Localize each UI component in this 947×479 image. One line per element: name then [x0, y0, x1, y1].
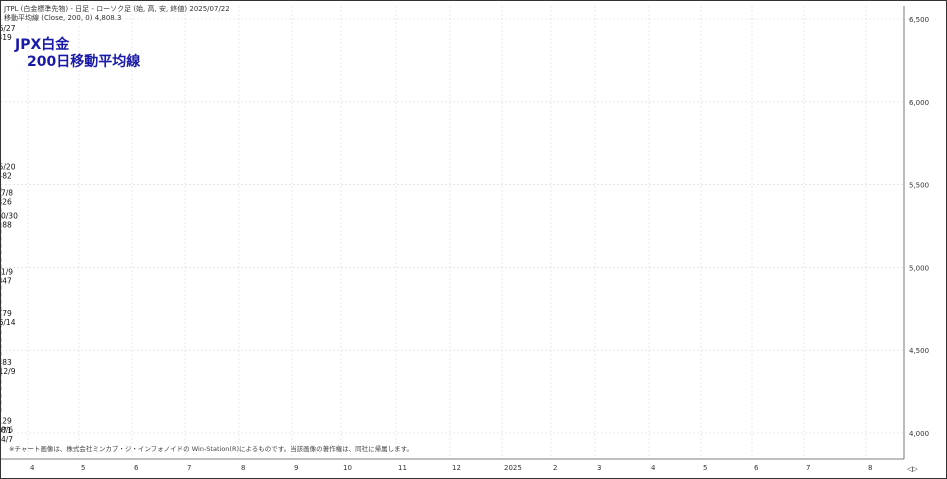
- grid: [1, 6, 904, 459]
- annotation-value: 4,483: [1, 358, 12, 367]
- x-tick-label: 3: [597, 464, 601, 472]
- y-tick-label: 4,500: [909, 347, 929, 355]
- annotation-value: 4,129: [1, 417, 12, 426]
- y-tick-label: 5,500: [909, 182, 929, 190]
- x-tick-label: 12: [452, 464, 461, 472]
- x-tick-label: 9: [294, 464, 298, 472]
- annotation-value: 5,482: [1, 172, 12, 181]
- x-tick-label: 4: [30, 464, 35, 472]
- x-tick-label: 8: [241, 464, 245, 472]
- x-tick-label: 8: [868, 464, 872, 472]
- y-tick-label: 4,000: [909, 430, 929, 438]
- annotation-value: 4,071: [1, 426, 12, 435]
- chart-title-line1: JPX白金: [15, 37, 70, 53]
- annotation-date: 24/12/9: [1, 367, 16, 376]
- x-tick-label: 2: [553, 464, 557, 472]
- x-tick-label: 2025: [504, 464, 522, 472]
- x-tick-label: 10: [343, 464, 352, 472]
- x-tick-label: 4: [651, 464, 656, 472]
- y-tick-label: 6,000: [909, 99, 929, 107]
- x-tick-label: 5: [703, 464, 707, 472]
- x-tick-label: 6: [754, 464, 759, 472]
- annotation-value: 4,779: [1, 309, 12, 318]
- annotation-date: 25/4/7: [1, 435, 13, 444]
- annotation-date: 25/1/9: [1, 268, 13, 277]
- chart-header-instrument: JTPL (白金標準先物) - 日足 - ローソク足 (始, 高, 安, 終値)…: [4, 5, 230, 13]
- scroll-arrows-icon: ◁▷: [907, 465, 918, 473]
- annotation-date: 24/8/6: [1, 426, 13, 435]
- copyright-footnote: ※チャート画像は、株式会社ミンカブ・ジ・インフォノイドの Win-Station…: [9, 445, 414, 453]
- annotation-date: 24/6/14: [1, 318, 16, 327]
- annotation-value: 5,326: [1, 197, 12, 206]
- annotation-value: 5,188: [1, 220, 12, 229]
- annotation-value: 4,847: [1, 277, 12, 286]
- x-tick-label: 11: [398, 464, 407, 472]
- chart-header-ma: 移動平均線 (Close, 200, 0) 4,808.3: [4, 14, 122, 22]
- x-tick-label: 7: [806, 464, 810, 472]
- annotation-date: 24/7/8: [1, 188, 13, 197]
- annotations: 24/5/205,482 4,77924/6/14 24/7/85,326 4,129…: [1, 24, 18, 444]
- annotation-date: 24/5/20: [1, 163, 16, 172]
- x-tick-label: 5: [81, 464, 85, 472]
- chart-title-line2: 200日移動平均線: [27, 54, 141, 70]
- annotation-date: 24/10/30: [1, 211, 18, 220]
- y-tick-label: 5,000: [909, 264, 929, 272]
- annotation-value: 6,319: [1, 33, 12, 42]
- x-tick-label: 7: [187, 464, 191, 472]
- y-tick-label: 6,500: [909, 16, 929, 24]
- x-tick-label: 6: [134, 464, 139, 472]
- axes: 6,500 6,000 5,500 5,000 4,500 4,000 4 5 6 7 8 9 10 11…: [1, 6, 929, 473]
- annotation-date: 25/6/27: [1, 24, 16, 33]
